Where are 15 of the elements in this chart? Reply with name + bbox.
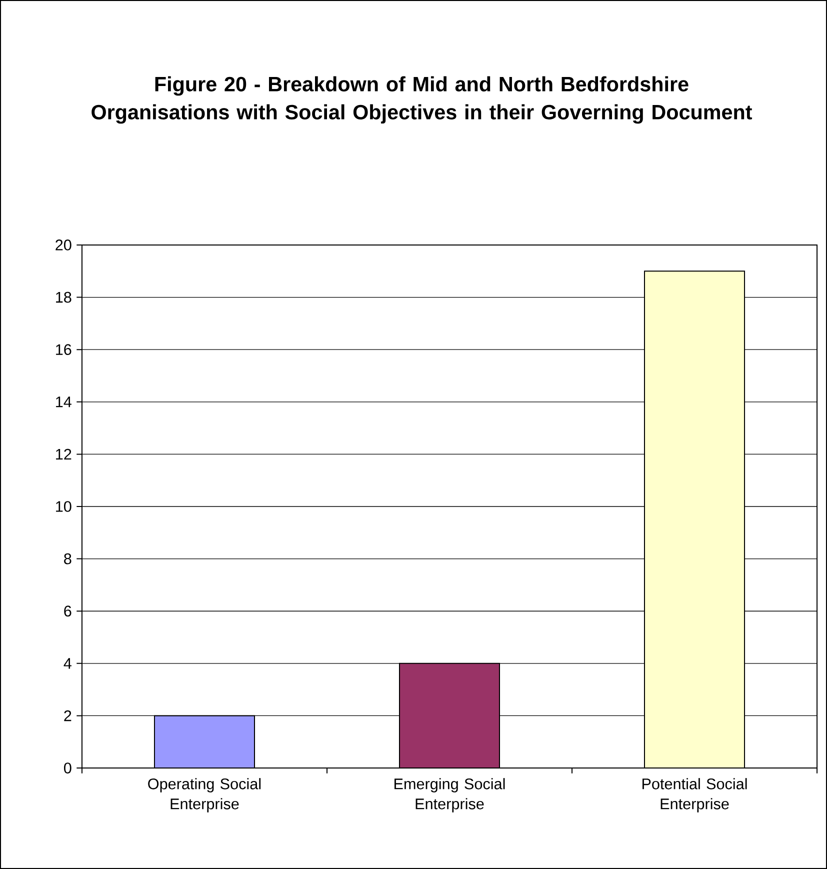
y-tick-label: 4 <box>64 658 72 669</box>
y-tick-label: 14 <box>56 396 72 408</box>
y-tick-label: 0 <box>64 762 72 774</box>
x-tick-label: Operating Social Enterprise <box>148 778 261 812</box>
y-tick-label: 12 <box>56 448 72 460</box>
y-tick-label: 6 <box>64 606 72 617</box>
y-tick-label: 8 <box>64 553 72 564</box>
y-tick-label: 18 <box>56 292 72 303</box>
x-tick-label: Potential Social Enterprise <box>642 778 747 812</box>
y-tick-label: 20 <box>56 240 72 250</box>
x-tick-label: Emerging Social Enterprise <box>394 778 505 812</box>
y-tick-label: 10 <box>56 501 72 512</box>
y-tick-label: 2 <box>64 710 72 722</box>
y-tick-label: 16 <box>56 344 72 356</box>
chart-title: Figure 20 - Breakdown of Mid and North Bedfordshire Organisations with Social Objectives in their Governing Document <box>92 76 752 124</box>
